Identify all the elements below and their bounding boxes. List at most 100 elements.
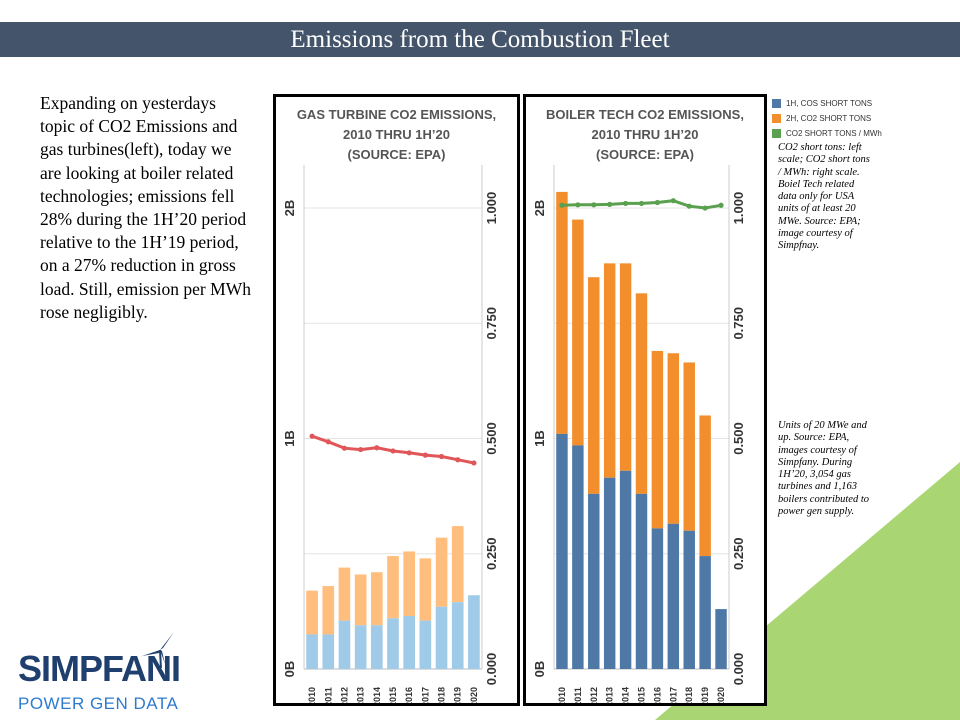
right-tick-label: 1.000: [731, 192, 746, 225]
right-tick-label: 0.500: [484, 422, 499, 455]
chart-title-line: BOILER TECH CO2 EMISSIONS,: [546, 107, 744, 122]
right-tick-label: 0.750: [731, 307, 746, 340]
line-point: [607, 201, 613, 207]
bar-1h: [403, 615, 416, 669]
bar-2h: [435, 537, 448, 607]
line-point: [341, 445, 348, 451]
note-bottom: Units of 20 MWe and up. Source: EPA, ima…: [778, 420, 869, 518]
bar-1h: [468, 595, 480, 669]
x-tick-label: 2014: [621, 687, 631, 703]
legend-swatch: [772, 129, 781, 139]
bar-1h: [572, 445, 584, 669]
bar-2h: [603, 263, 616, 478]
legend: 1H, COS SHORT TONS 2H, CO2 SHORT TONS CO…: [772, 96, 960, 141]
line-point: [718, 202, 724, 208]
bar-1h: [354, 625, 367, 669]
line-point: [654, 199, 661, 206]
bar-1h: [667, 523, 680, 669]
x-tick-label: 2010: [557, 687, 567, 703]
legend-item-1h: 1H, COS SHORT TONS: [772, 96, 960, 111]
chart-title-line: GAS TURBINE CO2 EMISSIONS,: [297, 107, 496, 122]
x-tick-label: 2018: [437, 687, 447, 703]
bar-1h: [699, 556, 711, 669]
left-tick-label: 2B: [532, 200, 547, 217]
legend-swatch: [772, 99, 781, 109]
line-point: [358, 446, 364, 453]
x-tick-label: 2011: [323, 687, 333, 703]
x-tick-label: 2015: [637, 687, 647, 703]
x-tick-label: 2013: [356, 687, 366, 703]
bar-2h: [354, 574, 367, 626]
bar-2h: [635, 293, 648, 494]
left-tick-label: 2B: [282, 200, 297, 217]
line-point: [309, 433, 315, 439]
line-point: [406, 450, 412, 456]
x-tick-label: 2019: [453, 687, 463, 703]
bar-2h: [588, 277, 600, 494]
bar-2h: [403, 551, 416, 616]
boiler-tech-chart-frame: BOILER TECH CO2 EMISSIONS, 2010 THRU 1H’2…: [523, 94, 767, 706]
legend-label: 1H, COS SHORT TONS: [786, 99, 873, 108]
bar-2h: [338, 567, 351, 621]
bar-1h: [370, 625, 383, 669]
page-title: Emissions from the Combustion Fleet: [0, 22, 960, 57]
bar-1h: [322, 634, 335, 669]
x-tick-label: 2017: [420, 687, 430, 703]
x-tick-label: 2012: [589, 687, 599, 703]
bar-2h: [370, 572, 383, 626]
bar-2h: [683, 362, 695, 531]
x-tick-label: 2016: [404, 687, 414, 703]
simpfani-logo: SIMPFANI POWER GEN DATA: [18, 628, 188, 720]
wind-turbine-icon: [142, 632, 174, 668]
bar-2h: [572, 219, 584, 446]
x-tick-label: 2010: [307, 687, 317, 703]
bar-2h: [387, 556, 399, 619]
x-tick-label: 2018: [684, 687, 694, 703]
bar-1h: [451, 602, 464, 669]
left-tick-label: 0B: [282, 661, 297, 678]
line-point: [438, 453, 445, 460]
x-tick-label: 2016: [652, 687, 662, 703]
x-tick-label: 2013: [605, 687, 615, 703]
bar-1h: [603, 477, 616, 669]
right-tick-label: 0.250: [731, 537, 746, 570]
x-tick-label: 2015: [388, 687, 398, 703]
line-point: [686, 203, 692, 209]
legend-item-2h: 2H, CO2 SHORT TONS: [772, 111, 960, 126]
bar-1h: [387, 618, 399, 669]
bar-2h: [419, 558, 432, 621]
x-tick-label: 2019: [700, 687, 710, 703]
right-tick-label: 0.500: [731, 422, 746, 455]
legend-label: CO2 SHORT TONS / MWh: [786, 129, 882, 138]
line-point: [575, 202, 581, 208]
bar-2h: [651, 350, 664, 529]
chart-title-line: (SOURCE: EPA): [596, 147, 694, 162]
logo-tagline: POWER GEN DATA: [18, 694, 179, 713]
chart-title-line: (SOURCE: EPA): [348, 147, 446, 162]
line-point: [559, 202, 565, 208]
line-point: [622, 200, 629, 207]
x-tick-label: 2014: [372, 687, 382, 703]
line-point: [374, 445, 380, 451]
gas-turbine-chart-frame: GAS TURBINE CO2 EMISSIONS, 2010 THRU 1H’2…: [273, 94, 520, 706]
line-point: [455, 457, 461, 463]
bar-2h: [322, 586, 335, 635]
legend-item-per-mwh: CO2 SHORT TONS / MWh: [772, 126, 960, 141]
line-point: [390, 448, 396, 454]
right-tick-label: 0.750: [484, 307, 499, 340]
line-point: [325, 439, 331, 445]
left-tick-label: 1B: [282, 430, 297, 447]
bar-2h: [619, 263, 632, 471]
line-point: [471, 460, 477, 466]
bar-1h: [556, 433, 568, 669]
chart-title-line: 2010 THRU 1H’20: [592, 127, 699, 142]
x-tick-label: 2017: [668, 687, 678, 703]
bar-1h: [588, 493, 600, 669]
boiler-tech-chart: BOILER TECH CO2 EMISSIONS, 2010 THRU 1H’2…: [532, 107, 746, 703]
note-top: CO2 short tons: left scale; CO2 short to…: [778, 142, 870, 252]
gas-turbine-chart: GAS TURBINE CO2 EMISSIONS, 2010 THRU 1H’2…: [282, 107, 499, 703]
line-point: [702, 205, 708, 211]
right-tick-label: 0.000: [484, 653, 499, 686]
right-tick-label: 0.250: [484, 537, 499, 570]
x-tick-label: 2020: [469, 687, 479, 703]
